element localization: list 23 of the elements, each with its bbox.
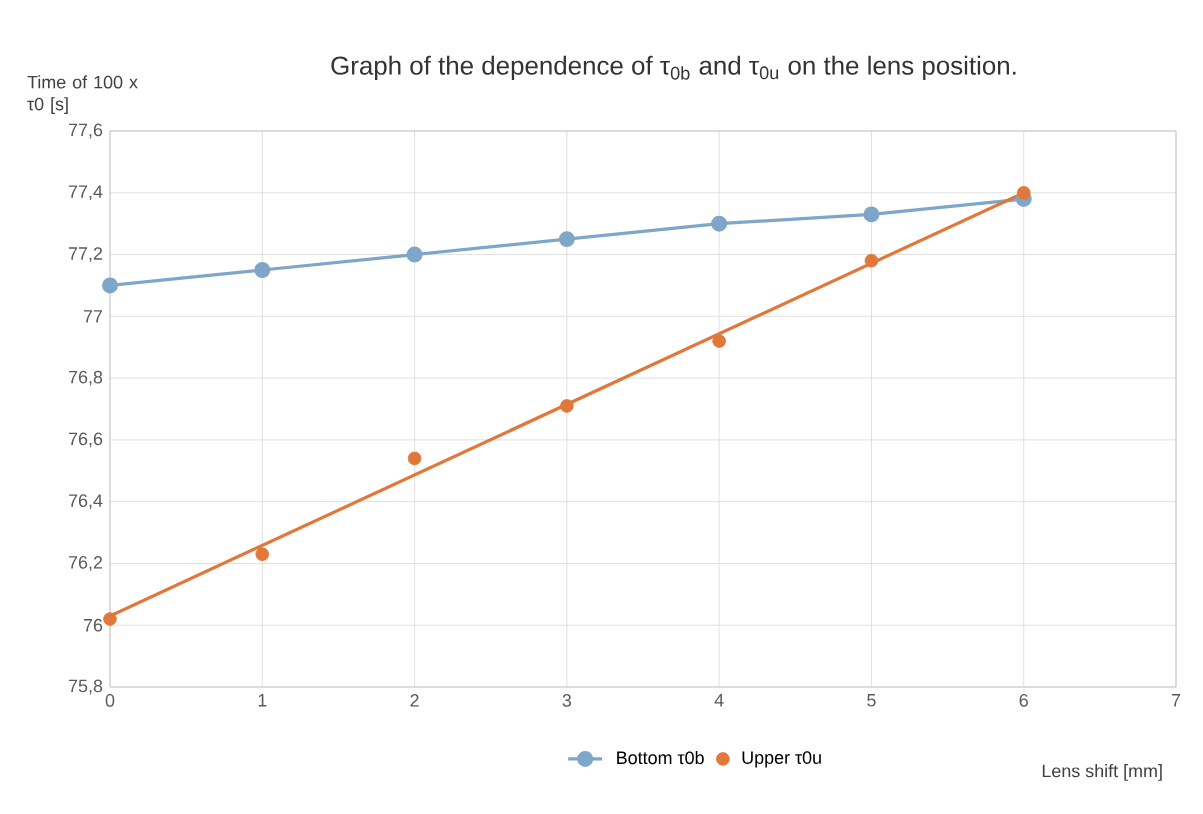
- y-tick-label: 77,6: [68, 123, 103, 139]
- x-tick-label: 2: [410, 694, 419, 707]
- legend-label: Upper τ0u: [742, 751, 821, 768]
- y-tick-label: 76,8: [68, 370, 103, 386]
- x-tick-label: 3: [562, 694, 572, 707]
- x-tick-label: 1: [258, 694, 267, 707]
- y-tick-label: 76,2: [68, 556, 103, 571]
- y-axis-title: Time of 100 x τ0 [s]: [27, 75, 138, 114]
- x-tick-label: 0: [105, 694, 115, 707]
- y-tick-label: 77,2: [68, 247, 103, 262]
- x-axis-title: Lens shift [mm]: [1042, 764, 1162, 781]
- y-tick-label: 77: [83, 310, 103, 323]
- chart-title: Graph of the dependence of τ$_{0b}$ and τ$_{0u}$ on the lens position.: [331, 55, 1016, 80]
- y-tick-label: 75,8: [68, 679, 103, 695]
- x-tick-label: 7: [1171, 694, 1181, 707]
- legend-label: Bottom τ0b: [617, 750, 704, 765]
- x-tick-label: 4: [714, 694, 724, 707]
- x-tick-label: 5: [867, 694, 876, 707]
- y-tick-label: 77,4: [68, 185, 103, 201]
- x-tick-label: 6: [1019, 694, 1028, 707]
- y-tick-label: 76,6: [68, 432, 103, 448]
- y-tick-label: 76: [83, 618, 103, 632]
- y-tick-label: 76,4: [68, 494, 103, 510]
